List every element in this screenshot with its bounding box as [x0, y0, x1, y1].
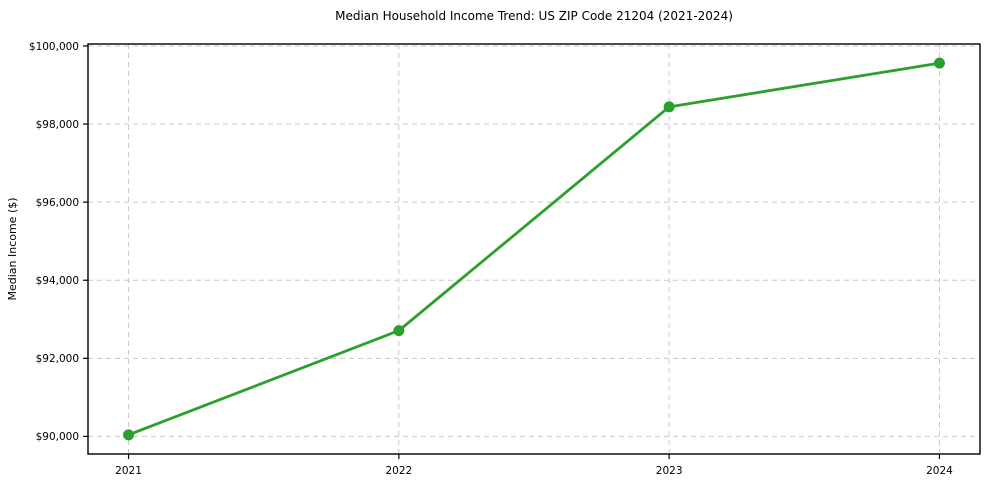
income-trend-line — [127, 61, 941, 437]
y-tick-label: $94,000 — [36, 275, 79, 287]
x-tick-label: 2021 — [115, 465, 142, 477]
y-axis-label: Median Income ($) — [6, 197, 19, 300]
plot-border — [87, 43, 981, 455]
data-point-marker — [123, 429, 135, 441]
x-tick-label: 2024 — [926, 465, 953, 477]
data-point-marker — [933, 57, 945, 69]
y-tick-label: $100,000 — [29, 41, 79, 53]
y-tick-label: $98,000 — [36, 119, 79, 131]
y-tick-label: $96,000 — [36, 197, 79, 209]
data-point-marker — [393, 325, 405, 337]
x-tick-label: 2023 — [656, 465, 683, 477]
data-point-marker — [663, 101, 675, 113]
y-tick-label: $90,000 — [36, 431, 79, 443]
chart-title: Median Household Income Trend: US ZIP Co… — [335, 9, 733, 23]
y-tick-label: $92,000 — [36, 353, 79, 365]
x-tick-label: 2022 — [385, 465, 412, 477]
